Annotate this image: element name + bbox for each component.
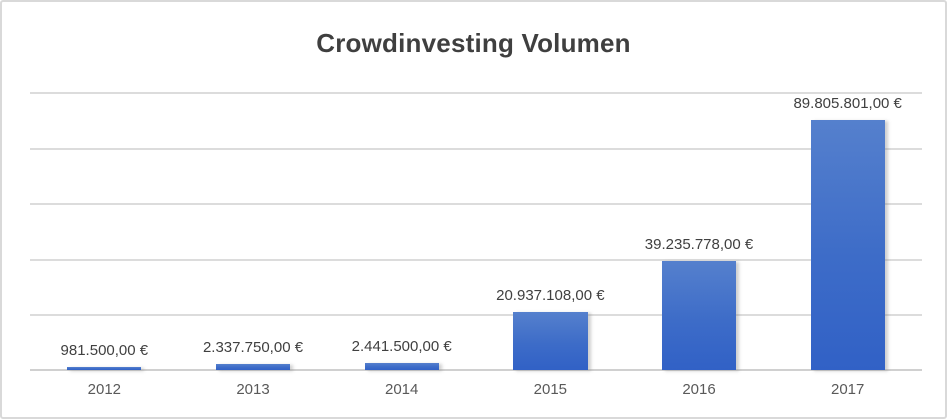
bar-column-2013: 2.337.750,00 € <box>179 92 328 370</box>
x-tick-label-2017: 2017 <box>831 381 865 398</box>
bar-column-2017: 89.805.801,00 € <box>773 92 922 370</box>
value-label-2017: 89.805.801,00 € <box>793 95 902 113</box>
x-tick-label-2014: 2014 <box>384 381 419 398</box>
x-tick-label-2015: 2015 <box>533 381 568 398</box>
bar-2014 <box>364 363 439 370</box>
gridline <box>30 147 922 150</box>
value-label-2014: 2.441.500,00 € <box>351 338 452 356</box>
value-label-2015: 20.937.108,00 € <box>496 286 605 304</box>
bar-column-2015: 20.937.108,00 € <box>476 92 625 370</box>
gridline <box>30 92 922 94</box>
value-label-2012: 981.500,00 € <box>60 342 149 360</box>
gridline <box>30 314 922 317</box>
gridline <box>30 203 922 206</box>
x-axis-line <box>30 369 922 371</box>
value-label-2016: 39.235.778,00 € <box>644 235 754 253</box>
x-tick-label-2016: 2016 <box>682 381 716 398</box>
gridline <box>30 258 922 261</box>
value-label-2013: 2.337.750,00 € <box>202 338 304 356</box>
bar-column-2014: 2.441.500,00 € <box>327 92 476 370</box>
bar-2015 <box>513 311 588 370</box>
bar-2016 <box>661 260 737 370</box>
bar-column-2012: 981.500,00 € <box>30 92 179 370</box>
x-tick-label-2013: 2013 <box>236 381 270 398</box>
chart-title: Crowdinvesting Volumen <box>316 28 631 58</box>
x-tick-label-2012: 2012 <box>87 381 122 398</box>
bar-2017 <box>810 120 885 370</box>
bar-column-2016: 39.235.778,00 € <box>625 92 774 370</box>
x-axis-tick-row: 2012 2013 2014 2015 2016 2017 <box>30 381 922 398</box>
bar-2012 <box>67 367 142 370</box>
bar-2013 <box>215 363 291 370</box>
plot-area: 981.500,00 € 2.337.750,00 € 2.441.500,00 €… <box>30 92 922 371</box>
bars-group: 981.500,00 € 2.337.750,00 € 2.441.500,00 €… <box>30 92 922 370</box>
